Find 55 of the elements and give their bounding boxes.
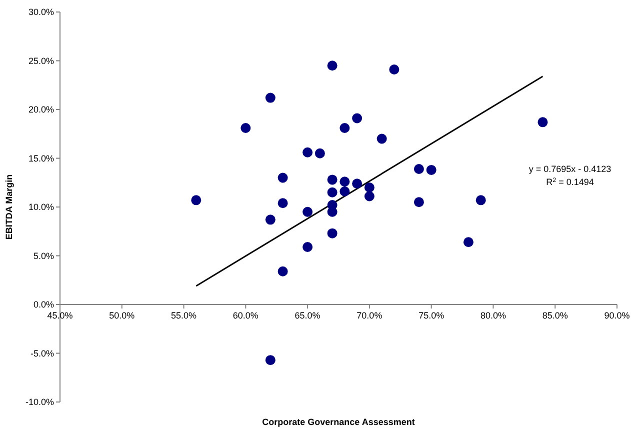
point	[302, 206, 313, 217]
point	[327, 228, 338, 238]
point	[278, 198, 288, 208]
y-tick-label: 30.0%	[28, 7, 54, 18]
y-tick-label: 0.0%	[33, 300, 54, 310]
point	[278, 266, 288, 276]
x-tick-label: 85.0%	[542, 310, 568, 320]
point	[302, 242, 313, 252]
point	[414, 197, 424, 208]
point	[240, 123, 251, 134]
point	[364, 182, 374, 192]
annotation: y = 0.7695x - 0.4123	[528, 164, 612, 174]
point	[327, 187, 338, 198]
point	[389, 64, 400, 75]
y-axis-title: EBITDA Margin	[4, 174, 14, 240]
point	[364, 191, 374, 202]
point	[352, 178, 362, 189]
y-tick-label: 25.0%	[28, 56, 54, 66]
point	[314, 148, 325, 158]
y-tick-label: -5.0%	[30, 348, 54, 358]
x-tick-label: 70.0%	[356, 310, 382, 320]
point	[327, 206, 338, 217]
y-tick-label: 10.0%	[28, 202, 54, 212]
x-tick-label: 90.0%	[604, 310, 630, 320]
y-tick-label: 15.0%	[28, 153, 54, 164]
y-tick-label: 5.0%	[33, 250, 54, 261]
point	[538, 117, 548, 128]
x-tick-label: 55.0%	[171, 310, 197, 320]
x-tick-label: 75.0%	[418, 310, 444, 320]
x-tick-label: 60.0%	[232, 310, 258, 320]
x-tick-label: 65.0%	[294, 310, 320, 320]
point	[265, 92, 276, 103]
x-tick-label: 80.0%	[480, 310, 506, 320]
x-axis-title: Corporate Governance Assessment	[262, 417, 415, 427]
point	[376, 134, 387, 144]
point	[340, 123, 350, 134]
point	[414, 164, 424, 174]
point	[302, 147, 313, 158]
point	[352, 113, 362, 124]
x-tick-label: 45.0%	[47, 310, 73, 320]
annotation: R$^{2}$ = 0.1494	[546, 176, 594, 187]
point	[463, 237, 474, 248]
point	[340, 186, 350, 196]
point	[265, 355, 276, 366]
point	[340, 176, 350, 187]
point	[476, 195, 486, 206]
point	[265, 214, 276, 225]
point	[426, 164, 436, 175]
y-tick-label: 20.0%	[28, 104, 54, 115]
point	[191, 195, 202, 206]
x-tick-label: 50.0%	[109, 310, 135, 320]
point	[327, 174, 338, 185]
y-tick-label: -10.0%	[25, 397, 54, 408]
point	[278, 172, 288, 183]
point	[327, 60, 338, 71]
